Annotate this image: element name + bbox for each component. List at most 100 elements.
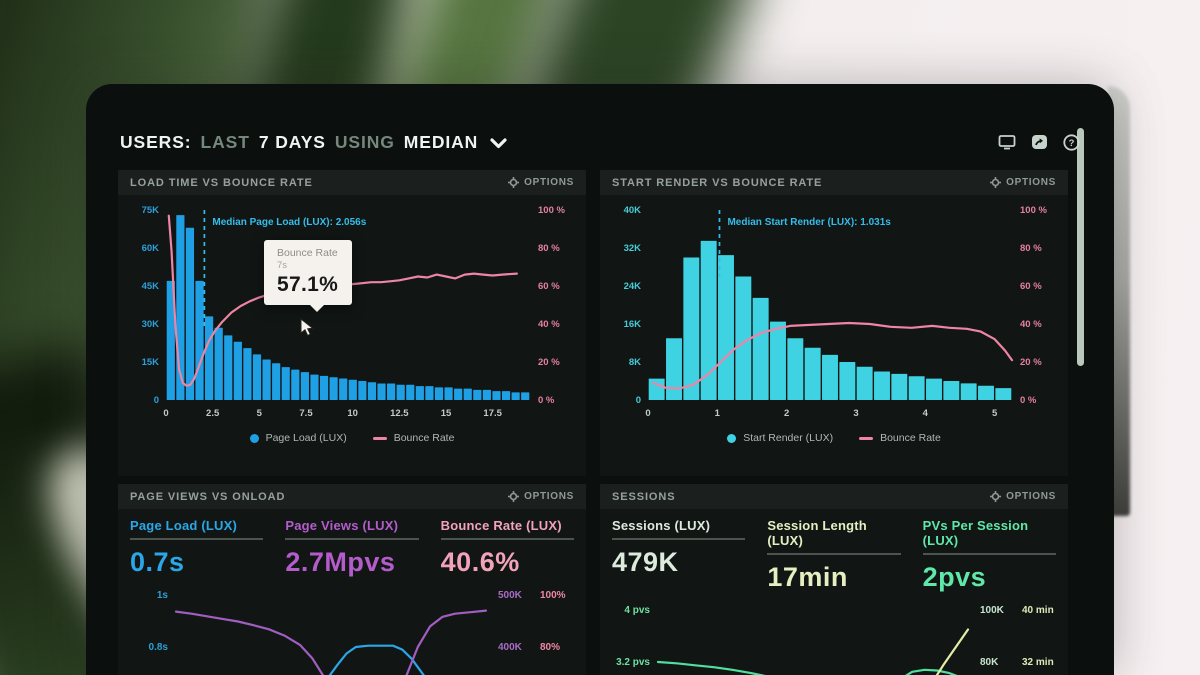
svg-text:12.5: 12.5 xyxy=(390,408,409,419)
legend-item: Start Render (LUX) xyxy=(727,432,833,444)
scrollbar[interactable] xyxy=(1077,128,1084,366)
dashboard-screen: USERS: LAST 7 DAYS USING MEDIAN ? xyxy=(86,84,1114,675)
panel-grid: LOAD TIME VS BOUNCE RATE OPTIONS 75K 60K 4… xyxy=(118,170,1068,675)
metric-label: Sessions (LUX) xyxy=(612,518,711,533)
header-segment: LAST xyxy=(200,131,250,152)
gear-icon xyxy=(990,491,1002,502)
gear-icon xyxy=(990,177,1002,188)
svg-text:500K: 500K xyxy=(498,590,523,601)
svg-text:0: 0 xyxy=(163,408,168,419)
svg-text:Median Start Render (LUX): 1.0: Median Start Render (LUX): 1.031s xyxy=(727,217,891,228)
metric-page-load: Page Load (LUX) 0.7s xyxy=(130,518,264,578)
metric-label: Page Views (LUX) xyxy=(285,518,399,533)
svg-text:80 %: 80 % xyxy=(538,243,560,254)
svg-text:20 %: 20 % xyxy=(1020,357,1042,368)
svg-text:0 %: 0 % xyxy=(538,395,555,406)
svg-text:4 pvs: 4 pvs xyxy=(624,605,650,616)
metric-label: PVs Per Session (LUX) xyxy=(922,518,1029,548)
svg-text:15: 15 xyxy=(441,408,452,419)
options-button[interactable]: OPTIONS xyxy=(508,177,574,188)
share-icon[interactable] xyxy=(1031,134,1048,150)
header-segment: MEDIAN xyxy=(403,131,479,152)
metric-page-views: Page Views (LUX) 2.7Mpvs xyxy=(285,518,419,578)
laptop: USERS: LAST 7 DAYS USING MEDIAN ? xyxy=(86,84,1114,675)
panel-title: START RENDER VS BOUNCE RATE xyxy=(612,176,823,189)
start-render-histogram-chart[interactable]: 40K 32K 24K 16K 8K 0 100 % 80 % 60 % 40 % 20 % 0 % 0… xyxy=(612,200,1056,430)
chart-legend: Page Load (LUX) Bounce Rate xyxy=(130,432,574,444)
svg-text:0 %: 0 % xyxy=(1020,395,1037,406)
metric-underline xyxy=(285,538,419,540)
metric-underline xyxy=(767,553,901,555)
svg-text:40K: 40K xyxy=(624,205,642,216)
panel-title: LOAD TIME VS BOUNCE RATE xyxy=(130,176,313,189)
svg-text:80 %: 80 % xyxy=(1020,243,1042,254)
svg-text:32K: 32K xyxy=(624,243,642,254)
header-segment: USING xyxy=(334,131,395,152)
metric-underline xyxy=(612,538,746,540)
panel-sessions: SESSIONS OPTIONS Sessions (LUX) 479K Ses… xyxy=(600,484,1068,675)
load-time-histogram-chart[interactable]: 75K 60K 45K 30K 15K 0 100 % 80 % 60 % 40 % 20 % 0 %… xyxy=(130,200,574,430)
svg-text:?: ? xyxy=(1069,138,1075,149)
svg-text:3.2 pvs: 3.2 pvs xyxy=(616,657,650,668)
tooltip-title: Bounce Rate xyxy=(277,247,338,259)
metric-pvs-per-session: PVs Per Session (LUX) 2pvs xyxy=(922,518,1056,593)
legend-line-marker xyxy=(859,436,874,440)
svg-text:20 %: 20 % xyxy=(538,357,560,368)
svg-text:100 %: 100 % xyxy=(538,205,565,216)
header-segment: USERS: xyxy=(120,131,192,152)
svg-text:1: 1 xyxy=(715,408,721,419)
legend-item: Bounce Rate xyxy=(372,432,454,444)
svg-text:0.8s: 0.8s xyxy=(149,642,169,653)
panel-title: SESSIONS xyxy=(612,490,676,503)
svg-text:0: 0 xyxy=(645,408,650,419)
svg-text:10: 10 xyxy=(347,408,358,419)
metric-label: Bounce Rate (LUX) xyxy=(440,518,562,533)
svg-text:24K: 24K xyxy=(624,281,642,292)
gear-icon xyxy=(508,177,520,188)
metric-underline xyxy=(922,553,1056,555)
svg-text:100 %: 100 % xyxy=(1020,205,1047,216)
legend-item: Page Load (LUX) xyxy=(249,432,347,444)
options-button[interactable]: OPTIONS xyxy=(990,177,1056,188)
metric-underline xyxy=(440,538,574,540)
legend-dot-marker xyxy=(249,433,259,443)
svg-text:40 %: 40 % xyxy=(1020,319,1042,330)
options-button[interactable]: OPTIONS xyxy=(990,491,1056,502)
metric-bounce-rate: Bounce Rate (LUX) 40.6% xyxy=(440,518,574,578)
metric-row: Sessions (LUX) 479K Session Length (LUX)… xyxy=(612,518,1056,593)
svg-text:80K: 80K xyxy=(980,657,999,668)
svg-text:100K: 100K xyxy=(980,605,1005,616)
panel-title: PAGE VIEWS VS ONLOAD xyxy=(130,490,286,503)
legend-dot-marker xyxy=(727,433,737,443)
page-views-onload-line-chart[interactable]: 1s0.8s0.6s500K400K300K100%80%60% xyxy=(130,583,574,675)
options-button[interactable]: OPTIONS xyxy=(508,491,574,502)
metric-value: 2pvs xyxy=(922,562,987,592)
chart-legend: Start Render (LUX) Bounce Rate xyxy=(612,432,1056,444)
svg-text:32 min: 32 min xyxy=(1022,657,1054,668)
svg-text:4: 4 xyxy=(923,408,929,419)
metric-value: 0.7s xyxy=(130,547,185,577)
dashboard-header: USERS: LAST 7 DAYS USING MEDIAN ? xyxy=(120,128,1080,156)
svg-text:60 %: 60 % xyxy=(538,281,560,292)
svg-text:7.5: 7.5 xyxy=(299,408,313,419)
svg-text:60K: 60K xyxy=(142,243,160,254)
options-label: OPTIONS xyxy=(1006,177,1056,188)
options-label: OPTIONS xyxy=(524,177,574,188)
svg-text:40 min: 40 min xyxy=(1022,605,1054,616)
users-range-dropdown[interactable]: USERS: LAST 7 DAYS USING MEDIAN xyxy=(120,132,507,153)
svg-text:0: 0 xyxy=(636,395,641,406)
svg-text:Median Page Load (LUX): 2.056s: Median Page Load (LUX): 2.056s xyxy=(212,217,366,228)
metric-value: 479K xyxy=(612,547,679,577)
svg-text:100%: 100% xyxy=(540,590,566,601)
display-icon[interactable] xyxy=(998,134,1016,150)
metric-value: 40.6% xyxy=(440,547,520,577)
panel-start-render-vs-bounce-rate: START RENDER VS BOUNCE RATE OPTIONS 40K 3… xyxy=(600,170,1068,476)
header-icons: ? xyxy=(998,133,1080,151)
metric-value: 2.7Mpvs xyxy=(285,547,396,577)
metric-sessions: Sessions (LUX) 479K xyxy=(612,518,746,593)
svg-text:400K: 400K xyxy=(498,642,523,653)
metric-value: 17min xyxy=(767,562,848,592)
svg-text:45K: 45K xyxy=(142,281,160,292)
